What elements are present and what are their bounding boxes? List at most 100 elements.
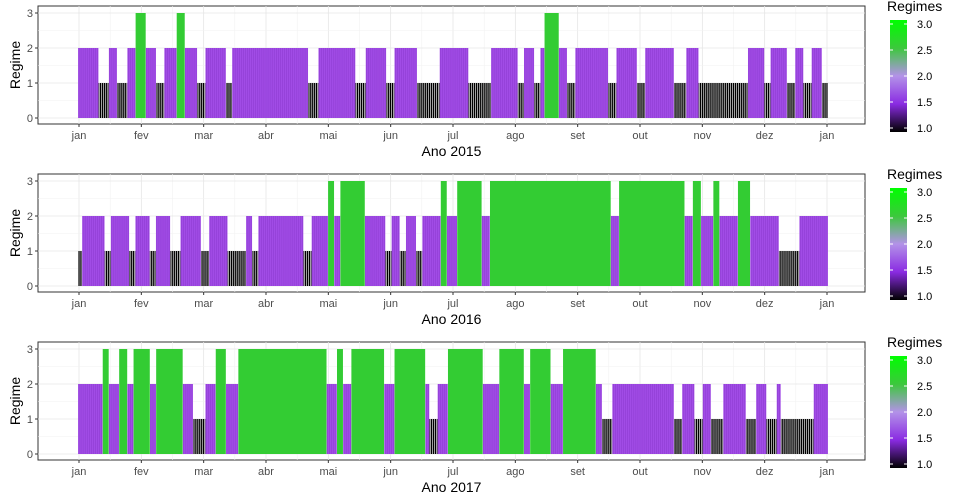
legend-tick-label: 1.5	[917, 433, 932, 445]
bar-run-6	[133, 349, 150, 454]
x-tick-label: nov	[693, 298, 711, 310]
bar-run-29	[550, 384, 563, 454]
legend-tick-label: 2.5	[917, 213, 932, 225]
x-tick-label: jul	[446, 466, 458, 478]
x-axis-title: Ano 2016	[422, 311, 482, 327]
legend-title: Regimes	[887, 334, 942, 350]
x-axis-title: Ano 2017	[422, 479, 482, 495]
x-tick-label: jan	[819, 466, 835, 478]
day-separators	[78, 48, 828, 118]
x-tick-label: ago	[506, 130, 524, 142]
y-tick-label: 0	[27, 113, 33, 125]
x-tick-label: set	[570, 298, 585, 310]
legend-tick-label: 1.5	[917, 265, 932, 277]
legend-colorbar	[890, 188, 907, 300]
x-tick-label: set	[570, 130, 585, 142]
bar-run-3	[108, 48, 117, 118]
chart-panel-3: 0 1 2 3 jan fev mar abr mai jun jul ago set out nov dez…	[7, 334, 942, 495]
bar-run-8	[156, 83, 165, 118]
x-tick-label: fev	[134, 130, 149, 142]
x-tick-label: nov	[693, 130, 711, 142]
y-tick-label: 2	[27, 43, 33, 55]
bar-run-20	[386, 83, 395, 118]
legend-tick-label: 1.0	[917, 459, 932, 471]
bar-run-34	[674, 419, 683, 454]
bar-run-32	[481, 216, 490, 286]
bar-run-10	[176, 13, 185, 118]
bar-run-18	[351, 349, 385, 454]
bar-run-9	[164, 48, 177, 118]
x-tick-label: out	[632, 466, 647, 478]
x-tick-label: mar	[194, 466, 213, 478]
bar-run-11	[184, 48, 198, 118]
bar-run-34	[610, 216, 619, 286]
legend-tick-label: 2.0	[917, 71, 932, 83]
x-tick-label: ago	[506, 466, 524, 478]
bar-run-44	[787, 83, 796, 118]
x-tick-label: fev	[134, 298, 149, 310]
x-tick-label: abr	[258, 298, 274, 310]
bar-run-25	[482, 384, 500, 454]
bar-run-8	[156, 349, 183, 454]
legend-tick-label: 2.0	[917, 407, 932, 419]
bar-run-18	[311, 216, 328, 286]
y-tick-label: 1	[27, 78, 33, 90]
y-tick-label: 0	[27, 281, 33, 293]
y-tick-label: 3	[27, 344, 33, 356]
x-tick-label: out	[632, 298, 647, 310]
bar-run-22	[429, 419, 438, 454]
bar-run-31	[457, 181, 482, 286]
bar-run-43	[776, 384, 781, 454]
bar-run-38	[710, 419, 724, 454]
bar-run-32	[567, 83, 576, 118]
bar-run-17	[303, 251, 312, 286]
bar-run-37	[645, 48, 674, 118]
y-tick-label: 2	[27, 211, 33, 223]
legend-title: Regimes	[887, 166, 942, 182]
bar-run-21	[340, 181, 365, 286]
bar-run-33	[612, 384, 674, 454]
bar-run-6	[135, 13, 146, 118]
x-tick-label: dez	[756, 130, 774, 142]
bar-run-12	[215, 349, 226, 454]
bar-run-38	[701, 216, 714, 286]
x-tick-label: abr	[258, 130, 274, 142]
bar-run-30	[563, 349, 596, 454]
x-tick-label: mai	[319, 298, 337, 310]
x-tick-label: fev	[134, 466, 149, 478]
x-tick-label: jun	[382, 298, 398, 310]
bar-run-33	[489, 181, 611, 286]
x-tick-label: dez	[756, 466, 774, 478]
legend-tick-label: 1.5	[917, 97, 932, 109]
bar-run-28	[530, 349, 551, 454]
x-tick-label: jan	[819, 130, 835, 142]
bar-run-41	[737, 181, 751, 286]
bar-run-37	[692, 181, 701, 286]
legend: Regimes 3.0 2.5 2.0 1.5 1.0	[887, 166, 942, 303]
bar-run-42	[750, 216, 779, 286]
bar-run-4	[119, 349, 128, 454]
bar-run-44	[799, 216, 828, 286]
x-tick-label: set	[570, 466, 585, 478]
bar-run-21	[425, 384, 430, 454]
bar-run-36	[694, 419, 703, 454]
bar-run-12	[197, 83, 206, 118]
bar-run-13	[226, 384, 239, 454]
y-tick-label: 1	[27, 246, 33, 258]
x-tick-label: nov	[693, 466, 711, 478]
bar-run-24	[447, 349, 483, 454]
x-tick-label: mai	[319, 466, 337, 478]
day-separators	[78, 216, 828, 286]
bar-run-36	[684, 216, 693, 286]
x-tick-label: jun	[382, 466, 398, 478]
legend: Regimes 3.0 2.5 2.0 1.5 1.0	[887, 0, 942, 135]
bar-run-20	[394, 349, 426, 454]
y-axis-title: Regime	[7, 377, 23, 425]
bar-run-34	[608, 83, 617, 118]
x-tick-label: mar	[194, 130, 213, 142]
legend-colorbar	[890, 356, 907, 468]
x-tick-label: mar	[194, 298, 213, 310]
y-tick-label: 0	[27, 449, 33, 461]
x-tick-label: mai	[319, 130, 337, 142]
